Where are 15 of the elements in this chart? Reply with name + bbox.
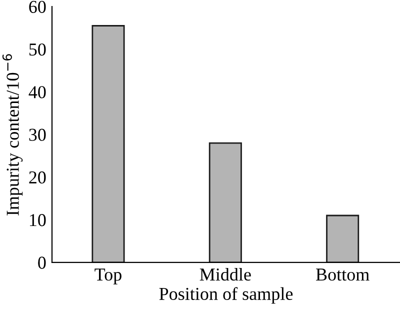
bar (92, 25, 125, 262)
x-tick-label: Bottom (316, 268, 370, 281)
bar (326, 214, 360, 262)
y-tick-label: 50 (29, 43, 46, 56)
y-tick-label: 0 (38, 256, 46, 269)
y-tick-label: 10 (30, 214, 46, 226)
x-axis-title: Position of sample (159, 287, 293, 304)
y-axis-title: Impurity content/10$^{−6}$ (2, 54, 23, 216)
y-tick-label: 30 (29, 128, 46, 141)
x-tick-label: Top (94, 268, 122, 284)
y-tick-label: 40 (28, 86, 46, 98)
bar (208, 142, 242, 262)
x-tick-label: Middle (200, 268, 251, 281)
y-tick-label: 60 (29, 0, 46, 13)
y-tick-label: 20 (29, 171, 46, 184)
